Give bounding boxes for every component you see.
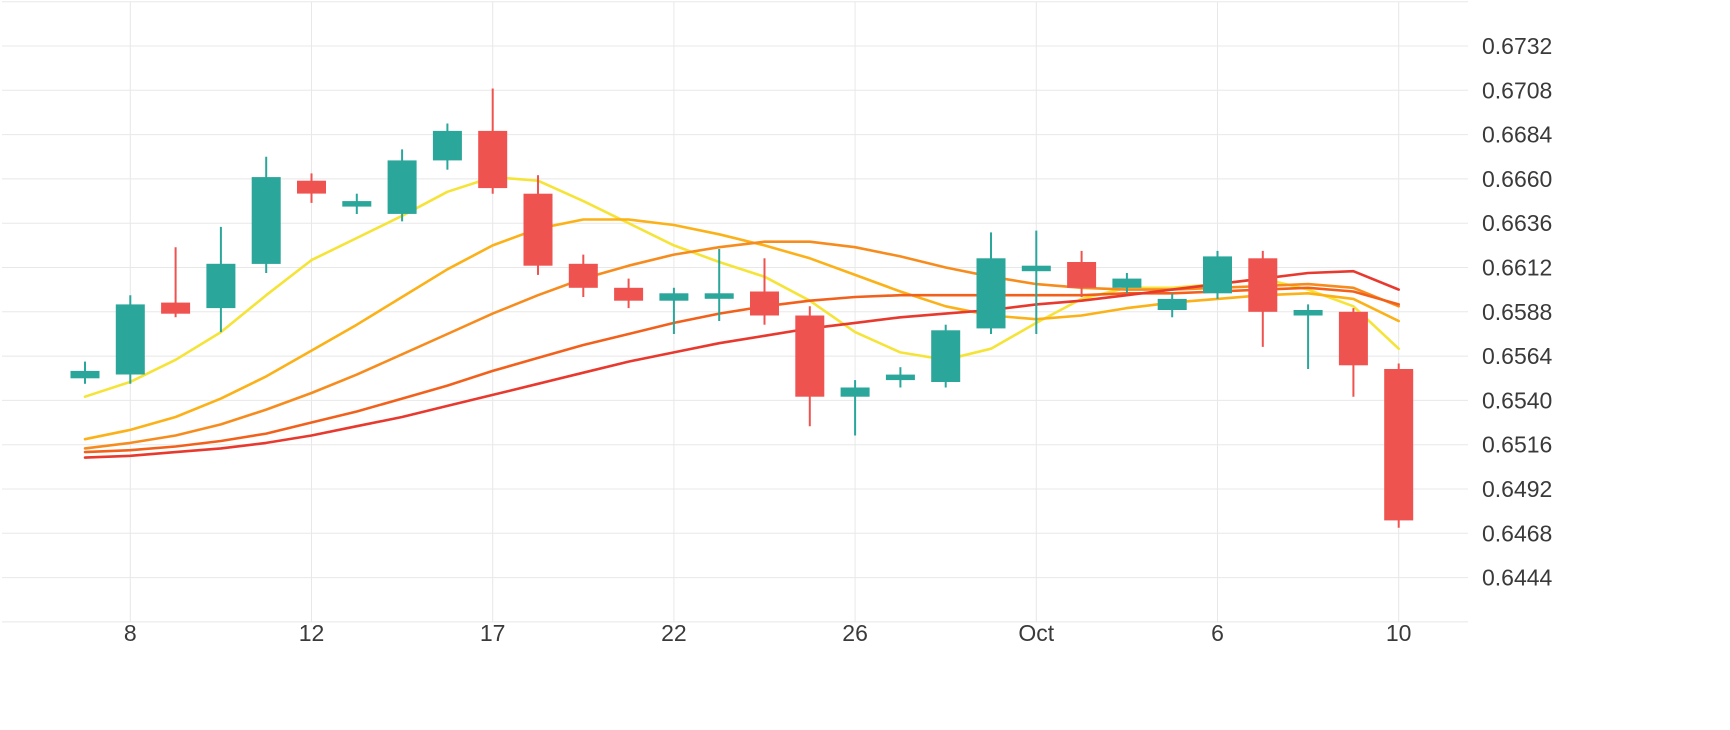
y-axis-tick-label: 0.6636 (1482, 210, 1552, 236)
candle-body (342, 201, 372, 207)
ma-fast-yellow (83, 175, 1400, 399)
x-axis-tick-label: 12 (299, 620, 325, 646)
candle-body (614, 287, 644, 301)
ma-slow-red (83, 269, 1400, 459)
candle-body (70, 370, 100, 379)
candle-body (659, 293, 689, 301)
y-axis-tick-label: 0.6612 (1482, 255, 1552, 281)
candle-body (1112, 278, 1142, 288)
y-axis-tick-label: 0.6660 (1482, 166, 1552, 192)
candles (70, 88, 1414, 528)
y-axis-tick-label: 0.6588 (1482, 299, 1552, 325)
candle-body (931, 330, 961, 382)
candle-body (1021, 265, 1051, 272)
candle-body (1248, 258, 1278, 312)
candle-body (704, 293, 734, 299)
candle-body (478, 130, 508, 189)
candle-body (297, 180, 326, 194)
ma-dark-orange (83, 286, 1400, 454)
candle-body (115, 304, 145, 375)
ma-light-orange (83, 218, 1400, 441)
ma-orange (83, 240, 1400, 450)
candle-body (432, 130, 462, 161)
candle-body (568, 263, 598, 288)
y-axis-tick-label: 0.6444 (1482, 565, 1553, 591)
candle-body (1067, 262, 1097, 288)
candle-body (387, 160, 417, 214)
candle-body (251, 177, 281, 264)
x-axis-tick-label: 26 (842, 620, 868, 646)
candle-body (795, 315, 825, 397)
candle-body (1293, 310, 1323, 316)
x-axis-labels: 8 12 17 22 26 Oct 6 10 (124, 620, 1412, 646)
y-axis-labels: 0.6732 0.6708 0.6684 0.6660 0.6636 0.6612 0.65… (1482, 33, 1553, 591)
candle-body (1157, 298, 1187, 310)
candle-body (206, 263, 236, 309)
candle-body (750, 291, 779, 316)
y-axis-tick-label: 0.6732 (1482, 33, 1552, 59)
y-axis-tick-label: 0.6540 (1482, 387, 1552, 413)
y-axis-tick-label: 0.6708 (1482, 77, 1552, 103)
candle-body (161, 302, 191, 314)
x-axis-tick-label: 6 (1211, 620, 1224, 646)
candle-body (1203, 256, 1232, 294)
x-axis-tick-label: 17 (480, 620, 506, 646)
candle-body (885, 374, 915, 381)
y-axis-tick-label: 0.6564 (1482, 343, 1553, 369)
y-axis-tick-label: 0.6492 (1482, 476, 1552, 502)
candle-body (976, 258, 1006, 329)
x-axis-tick-label: 10 (1386, 620, 1412, 646)
y-axis-tick-label: 0.6468 (1482, 520, 1552, 546)
x-axis-tick-label: Oct (1018, 620, 1054, 646)
candle-body (840, 387, 870, 397)
y-axis-tick-label: 0.6516 (1482, 432, 1552, 458)
x-axis-tick-label: 8 (124, 620, 137, 646)
y-axis-tick-label: 0.6684 (1482, 122, 1553, 148)
candle-body (1384, 369, 1414, 521)
x-axis-tick-label: 22 (661, 620, 687, 646)
candle-body (523, 193, 553, 266)
moving-average-lines (83, 175, 1400, 459)
candle-body (1338, 311, 1368, 366)
